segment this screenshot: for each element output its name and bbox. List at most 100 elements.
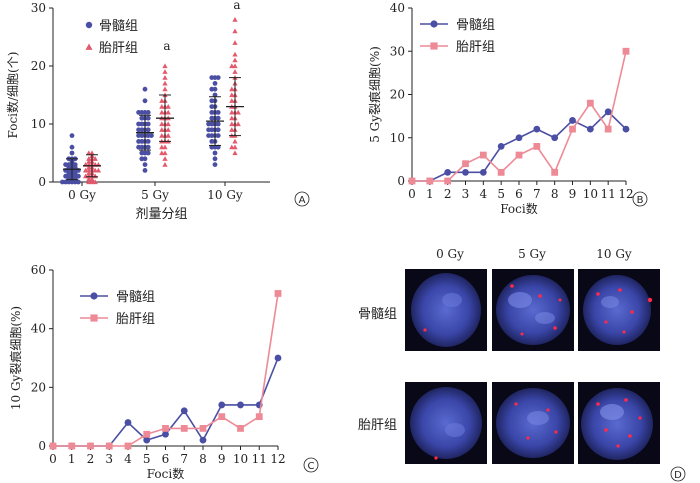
x-tick-label: 3 <box>462 187 470 201</box>
micrograph-bone-marrow-10gy <box>578 269 660 351</box>
data-point <box>162 430 169 438</box>
data-point <box>136 139 142 144</box>
data-point <box>604 125 612 133</box>
x-tick-label: 10 Gy <box>207 188 243 202</box>
x-tick-label: 9 <box>569 187 577 201</box>
data-point <box>60 179 65 185</box>
data-point <box>426 177 434 185</box>
data-point <box>209 75 215 80</box>
data-point <box>162 80 168 86</box>
y-tick-label: 20 <box>31 59 46 73</box>
data-point <box>229 63 235 69</box>
data-point <box>136 144 142 150</box>
series-line <box>412 110 627 182</box>
data-point <box>229 86 235 92</box>
legend-label: 胎肝组 <box>456 40 495 55</box>
data-point <box>218 401 226 409</box>
micrograph-fetal-liver-0gy <box>405 382 487 464</box>
column-label-0gy: 0 Gy <box>436 247 464 261</box>
data-point <box>145 150 151 156</box>
data-point <box>139 156 145 162</box>
data-point <box>139 115 145 121</box>
y-tick-label: 20 <box>31 380 46 394</box>
y-axis-label: 5 Gy裂痕细胞(%) <box>367 46 382 143</box>
data-point <box>63 173 68 179</box>
row-label-fetal-liver: 胎肝组 <box>358 418 397 433</box>
legend-marker <box>85 21 93 29</box>
data-point <box>462 160 469 168</box>
x-tick-label: 9 <box>218 452 226 466</box>
data-point <box>237 401 244 409</box>
data-point <box>49 442 57 450</box>
data-point <box>215 121 221 127</box>
data-point <box>136 133 142 139</box>
data-point <box>215 110 221 115</box>
x-axis-label: Foci数 <box>147 466 184 481</box>
data-point <box>136 121 142 127</box>
data-point <box>159 150 165 156</box>
data-point <box>142 168 148 173</box>
panel-letter-d: D <box>670 466 686 482</box>
legend-marker <box>430 20 438 28</box>
data-point <box>145 139 151 144</box>
data-point <box>63 162 68 168</box>
data-point <box>515 134 523 142</box>
data-point <box>551 168 559 176</box>
data-point <box>142 86 148 92</box>
data-point <box>87 442 94 450</box>
data-point <box>232 51 238 57</box>
data-point <box>72 162 78 168</box>
legend-label: 骨髓组 <box>456 18 495 33</box>
data-point <box>229 109 235 115</box>
significance-label: a <box>233 0 240 12</box>
data-point <box>229 121 235 127</box>
data-point <box>142 98 148 104</box>
data-point <box>212 162 218 168</box>
data-point <box>209 144 215 150</box>
column-label-10gy: 10 Gy <box>596 247 632 261</box>
data-point <box>212 156 218 162</box>
data-point <box>82 167 89 173</box>
row-label-bone-marrow: 骨髓组 <box>358 307 397 322</box>
data-point <box>159 121 165 127</box>
data-point <box>165 132 171 138</box>
data-point <box>143 430 151 438</box>
data-point <box>622 47 630 55</box>
data-point <box>199 425 207 432</box>
y-tick-label: 40 <box>390 1 405 15</box>
y-tick-label: 20 <box>390 88 405 102</box>
data-point <box>569 125 576 133</box>
x-tick-label: 0 <box>49 452 57 466</box>
data-point <box>237 425 244 432</box>
x-tick-label: 7 <box>180 452 188 466</box>
x-tick-label: 11 <box>252 452 267 466</box>
data-point <box>159 98 165 103</box>
data-point <box>159 109 165 115</box>
data-point <box>86 164 92 170</box>
svg-text:B: B <box>637 195 644 206</box>
data-point <box>199 436 207 444</box>
data-point <box>497 168 505 176</box>
data-point <box>229 92 235 98</box>
legend-marker <box>90 292 98 300</box>
data-point <box>145 110 151 115</box>
data-point <box>232 150 238 156</box>
data-point <box>139 150 145 156</box>
data-point <box>76 179 81 185</box>
data-point <box>86 156 92 161</box>
legend-label: 骨髓组 <box>99 19 138 34</box>
data-point <box>569 117 576 124</box>
data-point <box>69 144 75 150</box>
data-point <box>622 125 630 133</box>
data-point <box>212 150 218 156</box>
data-point <box>145 144 151 150</box>
x-tick-label: 7 <box>533 187 541 201</box>
data-point <box>92 179 98 185</box>
legend-label: 胎肝组 <box>116 312 155 327</box>
data-point <box>149 133 154 139</box>
data-point <box>209 139 215 144</box>
data-point <box>515 151 523 159</box>
panel-letter-c: C <box>303 457 319 473</box>
x-tick-label: 8 <box>199 452 207 466</box>
svg-text:D: D <box>674 470 682 481</box>
